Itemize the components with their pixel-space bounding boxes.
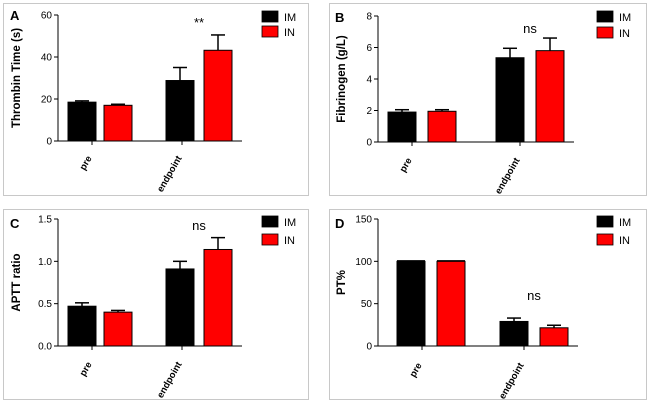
y-tick-label: 40	[41, 53, 53, 64]
legend-label-im: IM	[619, 12, 631, 24]
y-tick-label: 100	[355, 257, 372, 268]
y-axis-label: APTT ratio	[11, 253, 23, 311]
y-tick-label: 0.0	[38, 342, 52, 353]
y-tick-label: 150	[355, 215, 372, 226]
y-tick-label: 0	[366, 138, 372, 149]
chart-panel-a: A Thrombin Time (s) 0 20 40 60 pre endpoint ** IM…	[10, 8, 296, 194]
category-label-endpoint: endpoint	[493, 155, 523, 196]
legend-label-in: IN	[619, 235, 630, 247]
y-tick-label: 1.0	[38, 257, 52, 268]
bar-in-pre	[427, 110, 457, 143]
bar-in-pre	[103, 311, 133, 347]
bar-in-pre	[103, 104, 133, 142]
category-label-endpoint: endpoint	[155, 359, 185, 400]
bar-im-endpoint	[499, 320, 529, 347]
panel-letter: A	[10, 8, 20, 23]
panel-frame-b	[329, 3, 647, 196]
bar-im-pre	[396, 260, 426, 347]
y-tick-label: 50	[361, 299, 373, 310]
panel-frame-d	[329, 209, 647, 400]
category-label-pre: pre	[398, 156, 415, 174]
y-tick-label: 0	[366, 342, 372, 353]
y-tick-label: 1.5	[38, 215, 52, 226]
legend-label-in: IN	[284, 235, 295, 247]
legend-swatch-im	[261, 10, 279, 23]
category-label-endpoint: endpoint	[155, 153, 185, 194]
legend-label-im: IM	[284, 217, 296, 229]
panel-letter: B	[335, 10, 344, 25]
bar-im-endpoint	[495, 57, 525, 143]
y-tick-label: 2	[366, 106, 372, 117]
legend-swatch-in	[596, 233, 614, 246]
bar-im-pre	[387, 111, 417, 143]
panel-frame-c	[3, 209, 309, 400]
significance-label: ns	[523, 21, 537, 36]
chart-panel-d: D PT% 0 50 100 150 pre endpoint ns IM IN	[335, 215, 631, 402]
y-tick-label: 0	[46, 137, 52, 148]
bar-im-endpoint	[165, 268, 195, 347]
bar-im-endpoint	[165, 80, 195, 142]
legend-swatch-in	[261, 25, 279, 38]
y-tick-label: 8	[366, 12, 372, 23]
significance-label: ns	[192, 218, 206, 233]
panel-letter: C	[10, 216, 20, 231]
y-axis-label: Thrombin Time (s)	[11, 28, 23, 128]
legend-swatch-in	[261, 233, 279, 246]
bar-im-pre	[67, 305, 97, 347]
bar-im-pre	[67, 101, 97, 142]
y-tick-label: 60	[41, 11, 53, 22]
y-tick-label: 20	[41, 95, 53, 106]
y-tick-label: 4	[366, 75, 372, 86]
y-tick-label: 0.5	[38, 299, 52, 310]
legend-swatch-im	[596, 215, 614, 228]
y-axis-label: PT%	[336, 270, 348, 295]
y-axis-label: Fibrinogen (g/L)	[336, 35, 348, 123]
legend-label-in: IN	[619, 28, 630, 40]
category-label-pre: pre	[78, 154, 95, 172]
significance-label: ns	[527, 288, 541, 303]
bar-in-pre	[436, 260, 466, 347]
category-label-pre: pre	[408, 361, 425, 379]
legend-swatch-im	[596, 10, 614, 23]
bar-in-endpoint	[535, 50, 565, 143]
legend-label-im: IM	[619, 217, 631, 229]
category-label-endpoint: endpoint	[497, 360, 527, 401]
significance-label: **	[194, 15, 204, 30]
chart-panel-c: C APTT ratio 0.0 0.5 1.0 1.5 pre endpoint ns IM IN	[10, 215, 296, 401]
chart-panel-b: B Fibrinogen (g/L) 0 2 4 6 8 pre endpoint ns IM IN	[335, 10, 631, 196]
category-label-pre: pre	[78, 360, 95, 378]
legend-label-in: IN	[284, 27, 295, 39]
legend-swatch-in	[596, 26, 614, 39]
panel-letter: D	[335, 216, 344, 231]
legend-swatch-im	[261, 215, 279, 228]
bar-in-endpoint	[203, 49, 233, 142]
bar-in-endpoint	[203, 248, 233, 347]
legend-label-im: IM	[284, 12, 296, 24]
y-tick-label: 6	[366, 43, 372, 54]
bar-in-endpoint	[539, 327, 569, 347]
